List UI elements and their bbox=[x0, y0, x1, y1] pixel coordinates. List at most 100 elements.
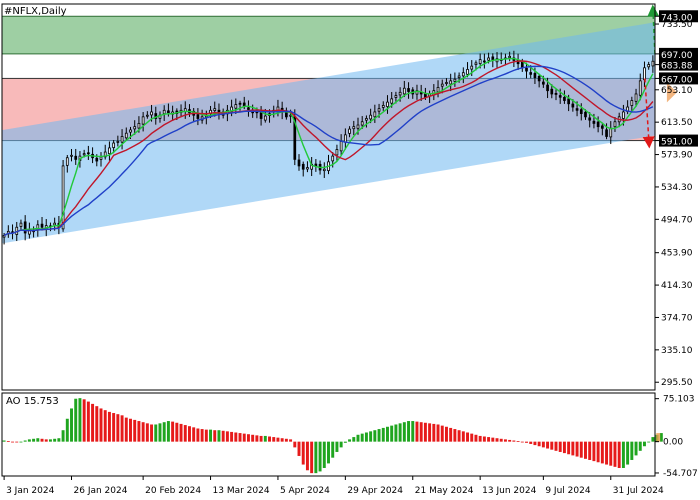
price-level-badge bbox=[659, 47, 698, 60]
candle bbox=[605, 123, 608, 140]
candle bbox=[483, 53, 486, 69]
candle-body bbox=[592, 120, 596, 124]
oscillator-bar bbox=[225, 431, 229, 442]
candle-body bbox=[563, 96, 566, 101]
oscillator-bar bbox=[461, 431, 465, 442]
oscillator-bar bbox=[141, 422, 145, 442]
candle-body bbox=[588, 117, 592, 121]
time-tick-label: 21 May 2024 bbox=[415, 486, 474, 496]
candle-body bbox=[525, 67, 528, 72]
candle bbox=[297, 154, 301, 171]
oscillator-bar bbox=[647, 441, 651, 443]
candle-body bbox=[322, 168, 326, 172]
candle-body bbox=[398, 91, 402, 96]
candle-body bbox=[108, 147, 111, 155]
candle bbox=[402, 80, 406, 98]
price-level-badge bbox=[659, 58, 698, 71]
candle bbox=[537, 73, 541, 88]
candle-body bbox=[263, 115, 267, 121]
oscillator-bar bbox=[428, 423, 432, 442]
candle bbox=[352, 120, 356, 136]
oscillator-bar bbox=[36, 438, 40, 442]
price-tick-label: 374.70 bbox=[661, 313, 693, 323]
price-tick-label: 335.10 bbox=[661, 346, 693, 356]
time-tick-label: 29 Apr 2024 bbox=[347, 486, 403, 496]
candle bbox=[647, 61, 651, 70]
oscillator-bar bbox=[103, 410, 107, 442]
candle-body bbox=[301, 163, 305, 170]
candle-body bbox=[381, 105, 385, 108]
price-tick-label: 733.50 bbox=[661, 20, 693, 30]
candle bbox=[365, 115, 368, 128]
oscillator-bar bbox=[373, 430, 377, 442]
candle bbox=[322, 162, 326, 178]
oscillator-bar bbox=[432, 423, 436, 442]
moving-average-slow bbox=[3, 65, 654, 237]
oscillator-bar bbox=[230, 431, 234, 442]
candle bbox=[108, 141, 111, 161]
oscillator-bar bbox=[175, 422, 179, 442]
candle bbox=[335, 144, 339, 162]
candle-body bbox=[600, 125, 604, 129]
oscillator-bar bbox=[154, 424, 158, 442]
candle bbox=[154, 106, 158, 125]
oscillator-bar bbox=[571, 441, 575, 456]
candle bbox=[103, 144, 107, 160]
oscillator-bar bbox=[259, 435, 263, 442]
oscillator-bar bbox=[196, 428, 200, 442]
oscillator-bar bbox=[584, 441, 587, 459]
oscillator-bar bbox=[621, 441, 625, 468]
price-tick-label: 453.90 bbox=[661, 249, 693, 259]
candle bbox=[348, 126, 351, 138]
oscillator-bar bbox=[95, 406, 99, 442]
candle bbox=[563, 90, 566, 104]
oscillator-bar bbox=[335, 441, 339, 452]
candle bbox=[550, 84, 554, 99]
candle-body bbox=[70, 154, 73, 157]
oscillator-bar bbox=[390, 425, 394, 442]
candle bbox=[651, 55, 655, 73]
oscillator-bar bbox=[276, 437, 280, 442]
candle-body bbox=[120, 136, 124, 143]
oscillator-bar bbox=[613, 441, 617, 467]
candle-body bbox=[154, 113, 158, 119]
candle bbox=[373, 104, 377, 123]
candle-body bbox=[234, 104, 238, 109]
candle bbox=[381, 101, 385, 111]
candle-body bbox=[445, 82, 448, 84]
candle-body bbox=[605, 129, 608, 137]
candle bbox=[449, 73, 453, 92]
candle-body bbox=[390, 98, 394, 104]
candle-body bbox=[352, 126, 356, 130]
price-level-badge bbox=[659, 72, 698, 85]
candle-body bbox=[386, 101, 389, 107]
oscillator-bar bbox=[659, 433, 663, 442]
oscillator-bar bbox=[651, 437, 655, 442]
oscillator-bar bbox=[107, 411, 111, 442]
oscillator-bar bbox=[525, 441, 528, 443]
candle-body bbox=[440, 83, 444, 87]
oscillator-bar bbox=[192, 427, 196, 442]
price-level-label: 591.00 bbox=[661, 138, 693, 148]
oscillator-bar bbox=[322, 441, 326, 468]
time-tick-label: 9 Jul 2024 bbox=[545, 486, 590, 496]
oscillator-bar bbox=[575, 441, 579, 457]
candle bbox=[259, 106, 263, 126]
oscillator-bar bbox=[642, 441, 646, 447]
candle-body bbox=[112, 142, 115, 148]
moving-average-fast bbox=[3, 57, 654, 237]
oscillator-bar bbox=[48, 439, 52, 442]
oscillator-bar bbox=[74, 398, 78, 442]
candle bbox=[461, 67, 465, 84]
candle bbox=[145, 111, 149, 119]
price-level-label: 697.00 bbox=[661, 51, 693, 61]
candle-body bbox=[483, 60, 486, 63]
oscillator-bar bbox=[158, 423, 162, 442]
candle bbox=[588, 112, 592, 128]
candle-body bbox=[213, 108, 217, 112]
oscillator-bar bbox=[255, 435, 259, 442]
oscillator-bar bbox=[137, 421, 141, 442]
candle-body bbox=[99, 156, 103, 160]
oscillator-bar bbox=[377, 429, 381, 442]
candle-body bbox=[579, 109, 583, 114]
